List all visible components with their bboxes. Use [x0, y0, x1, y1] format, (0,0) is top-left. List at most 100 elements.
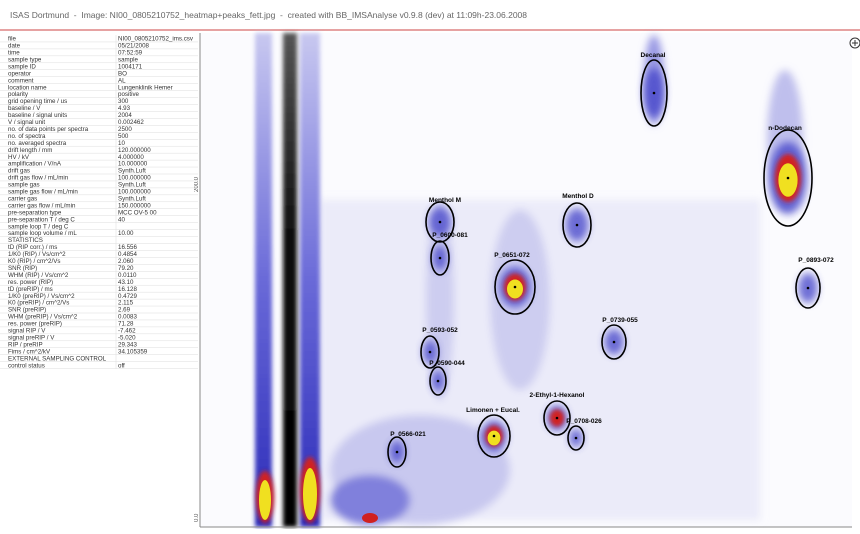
row-value: Synth.Luft [118, 182, 146, 189]
row-key: date [8, 43, 21, 50]
row-value: off [118, 362, 125, 369]
peak-label: P_0600-081 [432, 232, 468, 239]
row-value: NI00_0805210752_ims.csv [118, 36, 194, 43]
row-key: Fims / cm^2/kV [8, 348, 51, 355]
row-key: location name [8, 84, 47, 91]
row-value: 0.4854 [118, 251, 137, 258]
row-value: Synth.Luft [118, 195, 146, 202]
row-value: 07:52:59 [118, 50, 143, 57]
peak-label: P_0593-052 [422, 327, 458, 334]
row-key: no. averaged spectra [8, 140, 67, 147]
rip-band [300, 33, 320, 527]
peak-label: P_0708-026 [566, 418, 602, 425]
peak-label: P_0893-072 [798, 257, 834, 264]
row-value: 71.28 [118, 321, 134, 328]
row-value: 05/21/2008 [118, 43, 150, 50]
peak-core [488, 431, 501, 446]
screenshot: ISAS Dortmund - Image: NI00_0805210752_h… [0, 0, 860, 529]
row-key: no. of data points per spectra [8, 126, 89, 133]
rip-line [283, 33, 297, 527]
heatmap: Decanaln-DodecanMenthol MMenthol DP_0600… [194, 33, 860, 527]
peak-center [437, 380, 440, 383]
row-key: amplification / V/nA [8, 161, 62, 168]
row-value: 0.0110 [118, 272, 137, 279]
row-value: 500 [118, 133, 129, 140]
page: ISAS Dortmund - Image: NI00_0805210752_h… [0, 0, 860, 529]
row-value: BO [118, 70, 127, 77]
row-key: baseline / signal units [8, 112, 67, 119]
peak-label: Limonen + Eucal. [466, 407, 520, 414]
row-key: res. power (RIP) [8, 279, 53, 286]
hot-spot [303, 468, 317, 520]
row-key: file [8, 36, 16, 43]
row-key: 1/K0 (preRIP) / Vs/cm^2 [8, 293, 75, 300]
row-key: WHM (preRIP) / Vs/cm^2 [8, 314, 78, 321]
peak-label: Decanal [641, 52, 666, 59]
row-value: 4.93 [118, 105, 131, 112]
row-key: K0 (preRIP) / cm^2/Vs [8, 300, 69, 307]
peak-center [575, 437, 578, 440]
row-value: Lungenklinik Hemer [118, 84, 173, 91]
peak-center [439, 257, 442, 260]
row-value: 29.343 [118, 341, 137, 348]
row-key: operator [8, 70, 31, 77]
row-value: 2500 [118, 126, 132, 133]
row-value: 40 [118, 216, 125, 223]
peak-center [429, 351, 432, 354]
row-key: sample gas [8, 182, 40, 189]
row-value: 2.115 [118, 300, 134, 307]
peak-label: 2-Ethyl-1-Hexanol [530, 392, 585, 399]
row-key: drift gas [8, 168, 30, 175]
row-value: AL [118, 77, 126, 84]
row-key: EXTERNAL SAMPLING CONTROL [8, 355, 107, 362]
row-value: 2004 [118, 112, 132, 119]
row-value: 10.000000 [118, 161, 148, 168]
row-value: -7.462 [118, 328, 136, 335]
row-value: positive [118, 91, 140, 98]
row-key: sample ID [8, 63, 36, 70]
header-title: ISAS Dortmund - Image: NI00_0805210752_h… [10, 10, 527, 20]
row-value: 43.10 [118, 279, 134, 286]
peak-core [507, 280, 523, 299]
hot-spot [362, 513, 378, 523]
row-value: 1004171 [118, 63, 143, 70]
row-key: sample gas flow / mL/min [8, 189, 78, 196]
peak-center [493, 435, 496, 438]
rip-band [255, 33, 272, 527]
row-value: 2.060 [118, 258, 134, 265]
row-value: 79.20 [118, 265, 134, 272]
row-key: tD (preRIP) / ms [8, 286, 53, 293]
row-value: -5.020 [118, 334, 136, 341]
peak-center [396, 451, 399, 454]
row-value: 300 [118, 98, 129, 105]
row-key: grid opening time / us [8, 98, 67, 105]
peak-core [778, 163, 797, 197]
peak-label: P_0651-072 [494, 252, 530, 259]
row-key: STATISTICS [8, 237, 43, 244]
peak-center [514, 286, 517, 289]
peak-label: P_0739-055 [602, 317, 638, 324]
row-key: comment [8, 77, 34, 84]
row-value: 0.0083 [118, 314, 137, 321]
peak-center [556, 417, 559, 420]
row-key: baseline / V [8, 105, 41, 112]
hot-spot [259, 480, 271, 520]
row-value: sample [118, 56, 139, 63]
peak-label: Menthol M [429, 197, 461, 204]
row-key: drift gas flow / mL/min [8, 175, 69, 182]
row-key: no. of spectra [8, 133, 46, 140]
row-value: 120.000000 [118, 147, 151, 154]
row-key: tD (RIP corr.) / ms [8, 244, 57, 251]
row-key: pre-separation T / deg C [8, 216, 75, 223]
row-value: 34.105359 [118, 348, 148, 355]
row-value: 10 [118, 140, 125, 147]
row-key: res. power (preRIP) [8, 321, 62, 328]
row-key: signal RIP / V [8, 328, 46, 335]
row-key: 1/K0 (RIP) / Vs/cm^2 [8, 251, 66, 258]
axis-label: 200.0 [194, 176, 200, 192]
peak-center [653, 92, 656, 95]
row-key: pre-separation type [8, 209, 62, 216]
peak-center [613, 341, 616, 344]
row-key: HV / kV [8, 154, 30, 161]
row-value: 16.556 [118, 244, 137, 251]
